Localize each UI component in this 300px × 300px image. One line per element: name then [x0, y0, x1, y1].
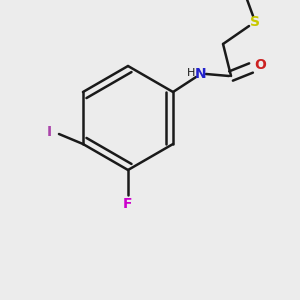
Text: H: H — [187, 68, 195, 78]
Text: F: F — [123, 197, 133, 211]
Text: S: S — [250, 15, 260, 29]
Text: O: O — [254, 58, 266, 72]
Text: N: N — [195, 67, 207, 81]
Text: I: I — [46, 125, 52, 139]
